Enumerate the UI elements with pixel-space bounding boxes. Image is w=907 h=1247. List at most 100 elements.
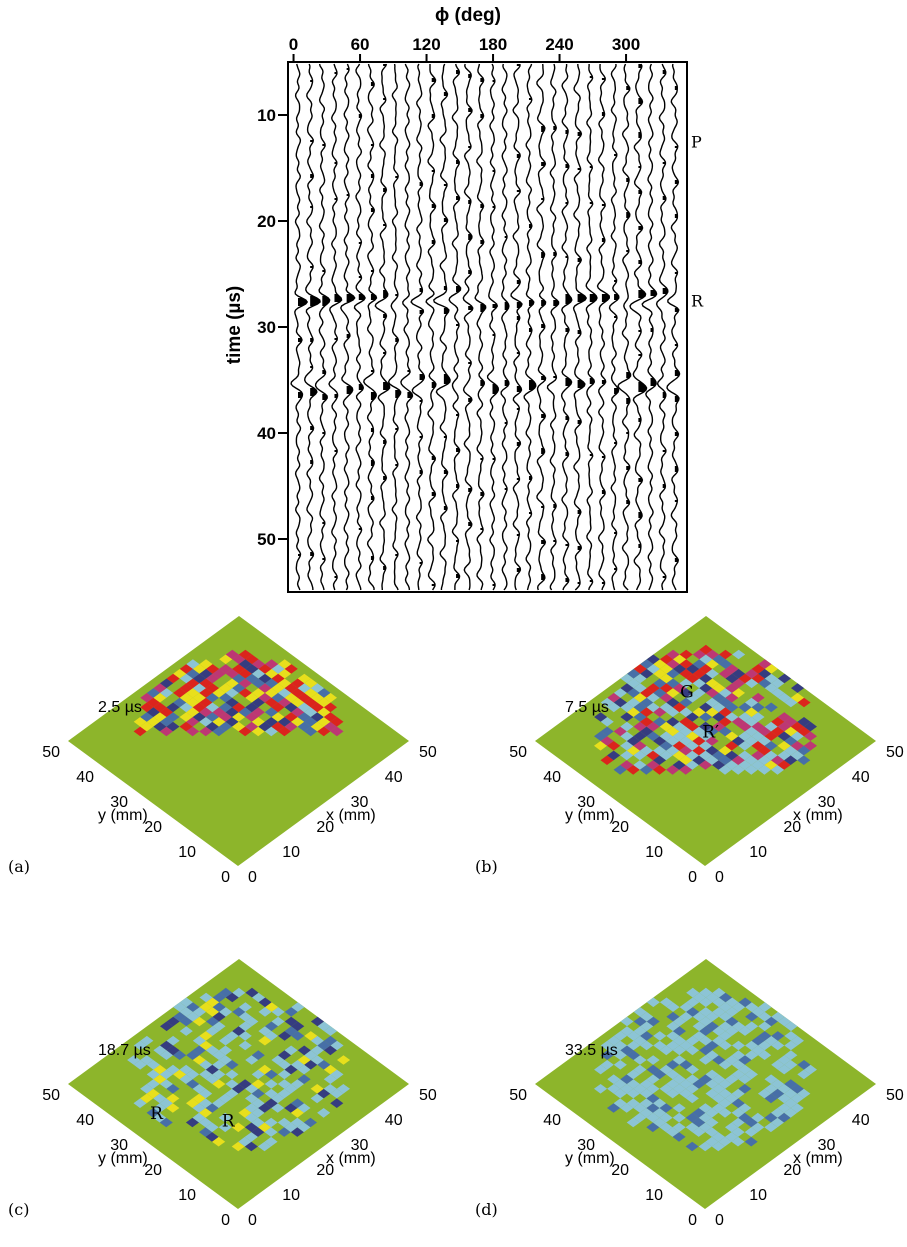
seismic-trace [433,63,451,591]
wavefield-cell [679,726,693,737]
wavefield-cell [199,1098,213,1108]
wavefield-cells [594,644,817,775]
wavefield-cell [140,712,154,722]
wavefield-cell [659,1045,673,1056]
wavefield-cell [238,1108,252,1118]
seismic-trace [510,63,523,591]
wavefield-cell [310,712,324,722]
wavefield-cell [626,765,640,775]
wavefield-cell [284,721,298,732]
wavefield-cell [672,702,686,713]
wavefield-cell [600,717,614,727]
wavefield-cell [291,1021,305,1032]
wavefield-cell [251,726,265,737]
wavefield-cell [679,697,693,708]
wavefield-cell [310,1045,324,1056]
wavefield-cell [653,717,667,727]
wavefield-cell [627,697,641,708]
wavefield-cell [140,1093,154,1104]
wavefield-cell [192,1007,206,1017]
wavefield-cell [277,1069,291,1080]
x-axis-label: x (mm) [793,807,843,824]
wavefield-cell [166,1035,180,1046]
wavefield-cell [232,987,246,998]
wavefield-cell [186,707,200,717]
wavefield-cell [626,1117,640,1128]
wavefield-cell [620,702,634,713]
wavefield-cell [699,1016,713,1027]
wavefield-cell [679,688,693,698]
wavefield-cell [271,1055,285,1065]
wavefield-cell [738,721,752,732]
y-tick-label: 40 [257,424,276,443]
wavefield-cell [685,1141,699,1152]
wavefield-cell [284,1122,298,1133]
wavefield-cell [251,1108,265,1118]
y-tick-label: 40 [543,1112,561,1129]
y-axis-label: y (mm) [98,807,148,824]
wavefield-cell [231,1084,245,1094]
wavefield-cell [738,750,752,761]
wavefield-cell [705,1117,719,1128]
wavefield-cell [271,712,285,722]
wavefield-cell [686,673,700,684]
wavefield-cell [600,1050,614,1060]
seismic-trace [290,63,309,591]
seismic-trace [546,63,560,591]
wavefield-cell [698,1141,712,1152]
wavefield-cell [613,1088,627,1099]
wavefield-cell [646,1055,660,1065]
x-tick-label: 120 [412,35,440,54]
panel-annotation: G [680,682,694,702]
wavefield-cell [757,1088,771,1099]
wavefield-cell [718,1088,732,1099]
wavefield-cell [153,1103,167,1113]
seismic-trace [474,63,487,591]
wavefield-cell [199,678,213,689]
wavefield-cell [192,1016,206,1027]
wavefield-cell [784,1021,798,1032]
wavefield-cell [771,1060,785,1070]
wavefield-cell [659,997,673,1008]
arrival-label: P [691,133,702,152]
wavefield-cell [297,1122,311,1133]
wavefield-cell [153,692,167,703]
wavefield-cell [633,1112,647,1123]
wavefield-cell [751,1035,765,1046]
wavefield-cell [304,1050,318,1060]
wavefield-cell [712,1035,726,1046]
wavefield-cell [290,1127,304,1137]
wavefield-cell [653,688,667,698]
wavefield-cell [317,726,331,737]
wavefield-cell [238,1031,252,1041]
wavefield-cell [627,1031,641,1041]
wavefield-cell [225,1031,239,1041]
wavefield-cell [620,741,634,751]
wavefield-cell [146,688,160,698]
wavefield-cell [620,1103,634,1113]
wavefield-cell [212,1021,226,1032]
seismic-trace [486,63,500,591]
x-tick-label: 40 [852,769,870,786]
wavefield-cell [626,707,640,717]
wavefield-cell [790,1035,804,1046]
wavefield-cell [784,1108,798,1118]
wavefield-cell [166,1093,180,1104]
wavefield-cell [686,997,700,1008]
wavefield-cell [140,692,154,703]
wavefield-cell [744,736,758,746]
wavefield-cell [265,1002,279,1012]
wavefield-cell [699,702,713,713]
wavefield-cell [153,1064,167,1075]
panel-letter: (a) [8,857,30,876]
wavefield-cell [284,1064,298,1075]
wavefield-cell [199,717,213,727]
wavefield-cell [258,683,272,693]
wavefield-cell [297,1055,311,1065]
wavefield-cell [790,1093,804,1104]
wavefield-cell [725,731,739,741]
wavefield-cell [771,755,785,765]
wavefield-cell [258,1026,272,1036]
wavefield-cell [284,1007,298,1017]
